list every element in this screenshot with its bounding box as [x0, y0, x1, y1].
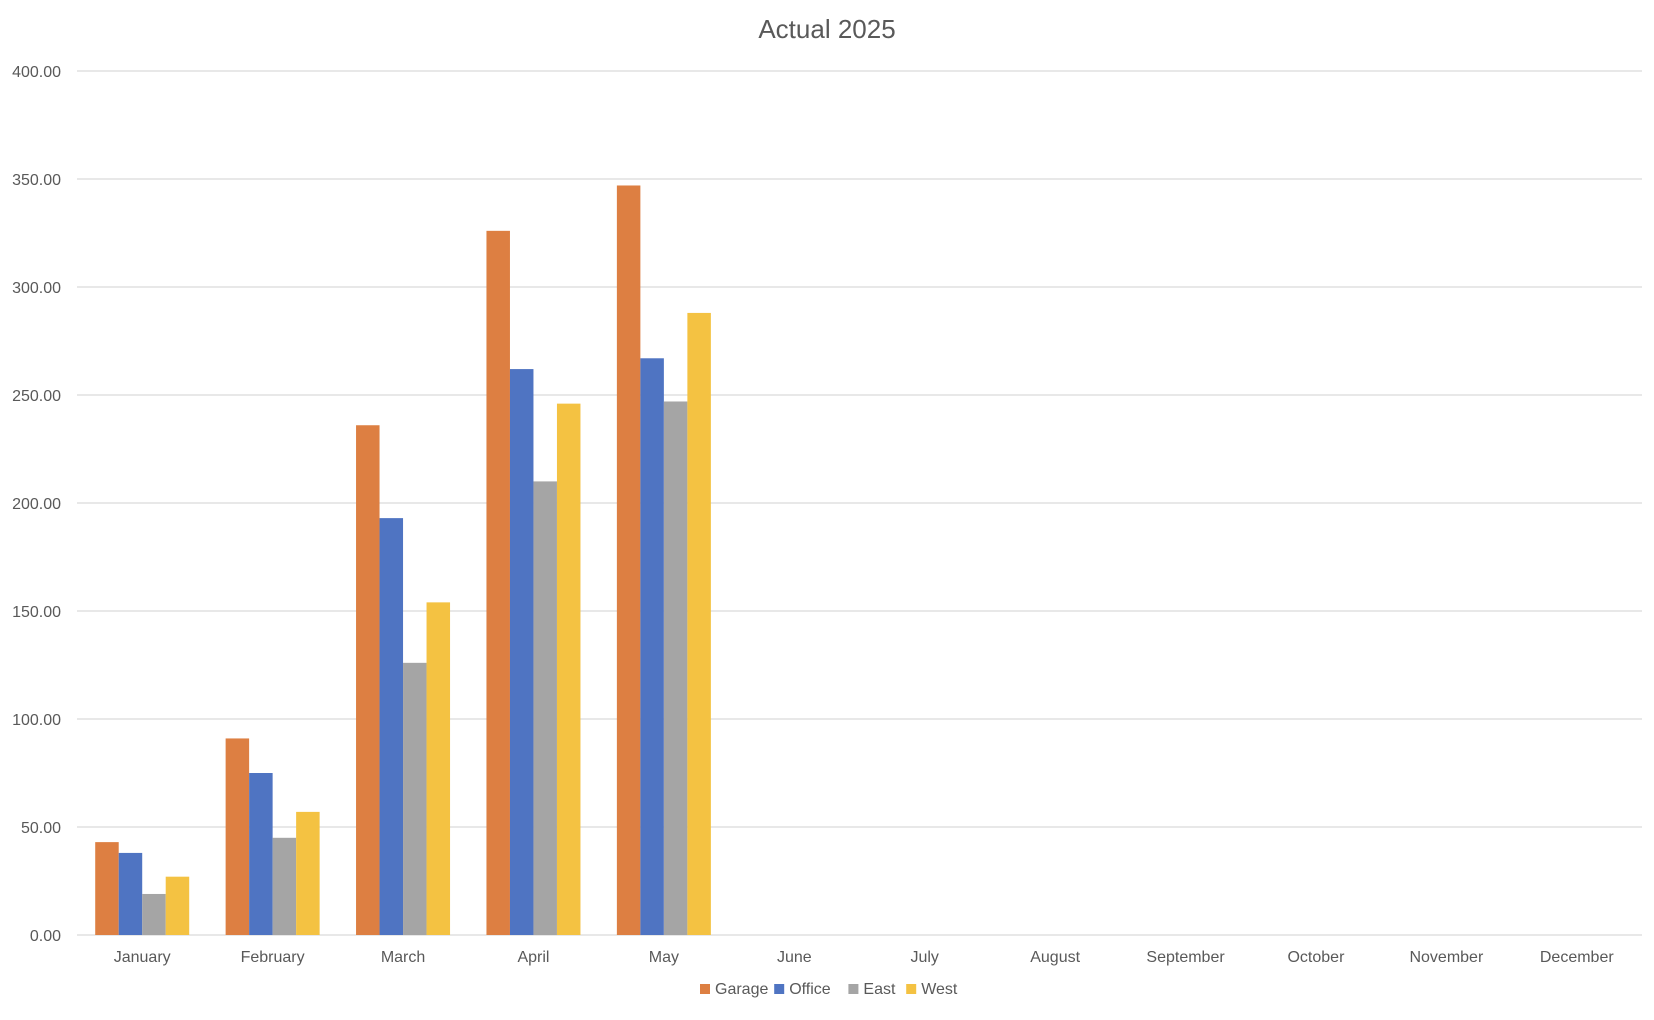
bar-west-march: [426, 602, 451, 935]
y-tick-label: 200.00: [12, 496, 61, 513]
bar-garage-april: [486, 230, 510, 936]
bar-east-may: [663, 401, 688, 936]
y-tick-label: 400.00: [12, 64, 61, 81]
y-tick-label: 300.00: [12, 280, 61, 297]
bar-east-march: [403, 662, 427, 935]
x-tick-label: November: [1409, 949, 1483, 966]
x-tick-label: July: [910, 949, 938, 966]
y-tick-label: 150.00: [12, 604, 61, 621]
legend-label: West: [921, 981, 958, 998]
bar-office-may: [640, 358, 664, 935]
legend-swatch: [700, 984, 710, 994]
y-tick-label: 0.00: [30, 928, 61, 945]
x-tick-label: October: [1287, 949, 1345, 966]
y-tick-label: 250.00: [12, 388, 61, 405]
legend-item-office: Office: [774, 981, 831, 998]
y-axis-tick-labels: 0.00 50.00 100.00 150.00 200.00 250.00 300.00 3…: [12, 64, 61, 945]
chart-title: Actual 2025: [758, 14, 895, 44]
bar-office-march: [379, 518, 404, 935]
x-tick-label: June: [777, 949, 812, 966]
x-axis-tick-labels: January February March April May June July Augu…: [114, 949, 1615, 966]
legend-swatch: [906, 984, 917, 994]
bar-west-april: [556, 403, 581, 935]
legend-item-garage: Garage: [700, 981, 768, 998]
bar-office-april: [509, 369, 534, 936]
x-tick-label: August: [1030, 949, 1080, 966]
x-tick-label: February: [241, 949, 305, 966]
legend-label: East: [863, 981, 896, 998]
legend-label: Garage: [715, 981, 768, 998]
bar-west-january: [165, 876, 190, 935]
y-tick-label: 100.00: [12, 712, 61, 729]
y-tick-label: 50.00: [21, 820, 61, 837]
x-tick-label: March: [381, 949, 425, 966]
bars: [95, 185, 711, 936]
legend: Garage Office East West: [700, 981, 958, 998]
bar-east-february: [272, 837, 297, 935]
x-tick-label: April: [517, 949, 549, 966]
bar-garage-january: [95, 842, 119, 935]
legend-item-west: West: [906, 981, 958, 998]
bar-west-may: [687, 312, 711, 935]
x-tick-label: May: [649, 949, 679, 966]
legend-item-east: East: [848, 981, 896, 998]
bar-garage-march: [356, 425, 380, 935]
bar-west-february: [296, 811, 320, 935]
legend-label: Office: [789, 981, 831, 998]
x-tick-label: December: [1540, 949, 1614, 966]
bar-east-january: [142, 893, 166, 935]
bar-east-april: [533, 481, 557, 935]
x-tick-label: September: [1146, 949, 1225, 966]
bar-office-february: [249, 773, 273, 935]
x-tick-label: January: [114, 949, 171, 966]
legend-swatch: [848, 984, 859, 994]
y-tick-label: 350.00: [12, 172, 61, 189]
bar-garage-february: [225, 738, 250, 935]
gridlines: [77, 70, 1642, 936]
bar-garage-may: [616, 185, 641, 936]
legend-swatch: [774, 984, 785, 994]
bar-office-january: [118, 852, 143, 935]
